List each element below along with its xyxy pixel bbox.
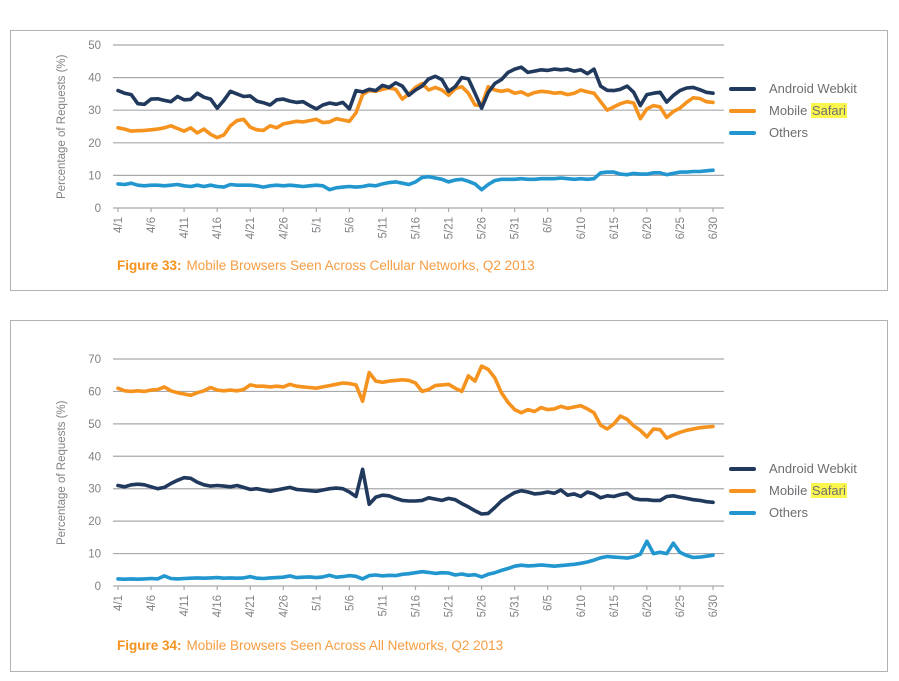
figure-34-card: Percentage of Requests (%) 0 10 20 30 40 50 60… <box>10 320 888 672</box>
y-tick-label: 40 <box>88 73 101 85</box>
x-tick-label: 5/1 <box>311 595 323 611</box>
x-tick-label: 6/5 <box>543 217 555 233</box>
x-tick-label: 5/6 <box>344 217 356 233</box>
legend-item-others: Others <box>729 505 857 520</box>
y-tick-label: 10 <box>88 170 101 182</box>
figure-number: Figure 33: <box>117 258 182 273</box>
series-line-android-webkit <box>116 65 715 111</box>
x-tick-label: 5/26 <box>477 217 489 239</box>
x-tick-label: 5/31 <box>510 217 522 239</box>
x-tick-label: 4/16 <box>212 595 224 617</box>
x-tick-label: 5/16 <box>410 595 422 617</box>
x-tick-label: 4/11 <box>179 217 191 239</box>
y-tick-label: 10 <box>88 549 101 561</box>
legend-label: Android Webkit <box>769 461 857 476</box>
y-tick-label: 50 <box>88 40 101 52</box>
y-tick-label: 50 <box>88 419 101 431</box>
x-tick-label: 4/6 <box>146 595 158 611</box>
series-line-mobile-safari <box>116 81 715 140</box>
legend-label: Mobile Safari <box>769 103 847 118</box>
figure-caption: Figure 33: Mobile Browsers Seen Across Ce… <box>117 258 535 273</box>
chart-legend: Android Webkit Mobile Safari Others <box>729 461 857 520</box>
x-tick-label: 6/10 <box>576 595 588 617</box>
legend-item-android-webkit: Android Webkit <box>729 461 857 476</box>
x-tick-label: 5/26 <box>477 595 489 617</box>
figure-title: Mobile Browsers Seen Across All Networks… <box>186 638 504 653</box>
x-tick-label: 6/25 <box>675 595 687 617</box>
y-tick-label: 0 <box>95 581 101 593</box>
legend-line-swatch-icon <box>729 130 756 135</box>
chart-legend: Android Webkit Mobile Safari Others <box>729 81 857 140</box>
x-tick-label: 6/15 <box>609 217 621 239</box>
legend-line-swatch-icon <box>729 108 756 113</box>
series-line-others <box>116 168 715 192</box>
x-tick-label: 5/21 <box>444 217 456 239</box>
y-tick-label: 30 <box>88 484 101 496</box>
legend-line-swatch-icon <box>729 488 756 493</box>
legend-item-mobile-safari: Mobile Safari <box>729 483 857 498</box>
figure-33-card: Percentage of Requests (%) 0 10 20 30 40 50 4/… <box>10 30 888 291</box>
x-tick-label: 6/5 <box>543 595 555 611</box>
x-tick-label: 6/20 <box>642 217 654 239</box>
x-tick-label: 4/11 <box>179 595 191 617</box>
series-line-mobile-safari <box>116 364 715 440</box>
x-tick-label: 5/16 <box>410 217 422 239</box>
x-tick-label: 5/6 <box>344 595 356 611</box>
figure-title: Mobile Browsers Seen Across Cellular Net… <box>186 258 535 273</box>
figure-number: Figure 34: <box>117 638 182 653</box>
x-tick-label: 5/31 <box>510 595 522 617</box>
x-tick-label: 4/26 <box>278 217 290 239</box>
series-line-others <box>116 539 715 582</box>
x-tick-label: 6/15 <box>609 595 621 617</box>
x-tick-label: 4/6 <box>146 217 158 233</box>
figure-caption: Figure 34: Mobile Browsers Seen Across Al… <box>117 638 503 653</box>
search-highlight: Safari <box>810 103 847 118</box>
legend-line-swatch-icon <box>729 86 756 91</box>
x-tick-label: 6/20 <box>642 595 654 617</box>
chart-figure-33: 0 10 20 30 40 50 4/1 4/6 4/11 4/16 4/21 4/26 5/1 5/6 5… <box>88 40 724 239</box>
legend-label: Others <box>769 505 809 520</box>
legend-item-android-webkit: Android Webkit <box>729 81 857 96</box>
x-tick-label: 5/11 <box>377 217 389 239</box>
x-tick-label: 4/1 <box>113 217 125 233</box>
legend-item-mobile-safari: Mobile Safari <box>729 103 857 118</box>
legend-line-swatch-icon <box>729 510 756 515</box>
x-tick-label: 6/30 <box>708 217 720 239</box>
x-tick-label: 6/10 <box>576 217 588 239</box>
y-tick-label: 20 <box>88 516 101 528</box>
y-tick-label: 30 <box>88 105 101 117</box>
chart-figure-34: 0 10 20 30 40 50 60 70 4/1 4/6 4/11 4/16 4/21 4/26 5/1… <box>88 354 724 617</box>
y-tick-label: 70 <box>88 354 101 366</box>
y-tick-label: 0 <box>95 203 101 215</box>
x-tick-label: 5/11 <box>377 595 389 617</box>
legend-label: Android Webkit <box>769 81 857 96</box>
x-tick-label: 4/16 <box>212 217 224 239</box>
x-tick-label: 6/25 <box>675 217 687 239</box>
x-tick-label: 4/21 <box>245 217 257 239</box>
x-tick-label: 5/21 <box>444 595 456 617</box>
y-tick-label: 60 <box>88 386 101 398</box>
y-tick-label: 40 <box>88 451 101 463</box>
x-tick-label: 6/30 <box>708 595 720 617</box>
legend-label: Others <box>769 125 809 140</box>
x-tick-label: 5/1 <box>311 217 323 233</box>
y-tick-label: 20 <box>88 138 101 150</box>
x-tick-label: 4/1 <box>113 595 125 611</box>
legend-line-swatch-icon <box>729 466 756 471</box>
search-highlight: Safari <box>810 483 847 498</box>
series-line-android-webkit <box>116 467 715 516</box>
legend-item-others: Others <box>729 125 857 140</box>
x-tick-label: 4/21 <box>245 595 257 617</box>
x-tick-label: 4/26 <box>278 595 290 617</box>
legend-label: Mobile Safari <box>769 483 847 498</box>
